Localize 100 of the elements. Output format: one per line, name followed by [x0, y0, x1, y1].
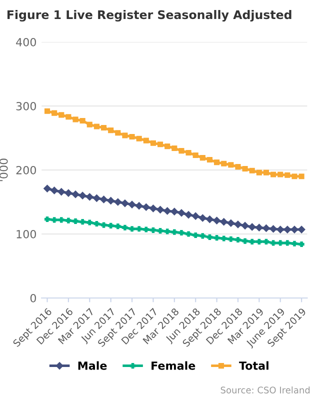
point — [136, 136, 142, 142]
point — [170, 208, 178, 216]
point — [80, 219, 86, 225]
point — [157, 228, 164, 234]
y-tick-label: 300 — [16, 102, 36, 110]
point — [270, 240, 276, 246]
point — [129, 226, 135, 232]
point — [178, 230, 184, 236]
point — [52, 110, 58, 116]
point — [248, 223, 256, 231]
point — [66, 218, 72, 224]
point — [270, 225, 277, 233]
point — [235, 164, 241, 170]
y-tick-label: 400 — [16, 38, 36, 46]
point — [276, 226, 284, 234]
point — [192, 212, 200, 220]
point — [186, 231, 192, 237]
point — [86, 220, 92, 226]
point — [192, 232, 198, 238]
point — [228, 162, 234, 168]
point — [122, 132, 128, 138]
point — [78, 192, 86, 200]
point — [214, 160, 220, 166]
point — [164, 144, 170, 150]
point — [242, 238, 248, 244]
point — [241, 222, 249, 230]
point — [172, 145, 178, 152]
point — [143, 138, 149, 144]
point — [227, 219, 235, 227]
point — [94, 220, 100, 227]
point — [298, 241, 304, 248]
point — [100, 222, 107, 228]
point — [249, 238, 255, 244]
source-note: Source: CSO Ireland — [220, 386, 310, 394]
point — [278, 172, 284, 178]
point — [52, 217, 58, 223]
point — [178, 148, 184, 154]
point — [100, 124, 107, 131]
point — [108, 222, 114, 228]
point — [206, 216, 214, 223]
point — [121, 200, 129, 207]
point — [284, 240, 290, 246]
point — [278, 240, 284, 246]
chart-title: Figure 1 Live Register Seasonally Adjusted — [7, 10, 292, 22]
y-tick-label: 100 — [16, 230, 36, 238]
point — [270, 172, 276, 178]
point — [143, 226, 149, 232]
point — [200, 155, 206, 161]
point — [58, 112, 64, 118]
point — [298, 226, 306, 234]
point — [186, 150, 192, 156]
point — [290, 226, 298, 234]
point — [72, 116, 78, 122]
point — [150, 227, 156, 233]
point — [256, 224, 263, 232]
point — [256, 170, 262, 176]
point — [284, 172, 290, 178]
point — [115, 130, 121, 136]
point — [44, 108, 50, 114]
point — [200, 233, 206, 239]
point — [128, 200, 136, 208]
point — [150, 140, 156, 146]
point — [220, 218, 228, 226]
point — [157, 142, 164, 148]
point — [292, 174, 298, 180]
y-tick-label: 200 — [16, 166, 36, 174]
point — [292, 240, 298, 246]
point — [86, 193, 94, 201]
point — [150, 204, 157, 212]
point — [86, 122, 92, 128]
point — [94, 124, 100, 130]
point — [221, 160, 227, 166]
point — [80, 118, 86, 124]
point — [100, 196, 108, 204]
point — [72, 218, 78, 224]
legend-label: Total — [239, 361, 268, 370]
point — [129, 134, 135, 140]
point — [178, 209, 186, 217]
point — [242, 166, 248, 172]
point — [184, 211, 192, 218]
point — [256, 238, 262, 244]
point — [206, 156, 212, 163]
point — [263, 238, 270, 244]
point — [262, 224, 270, 232]
point — [115, 224, 121, 230]
point — [192, 152, 198, 158]
point — [284, 226, 292, 234]
point — [298, 174, 304, 180]
point — [221, 236, 227, 242]
point — [58, 217, 64, 223]
point — [44, 216, 50, 222]
point — [72, 190, 80, 198]
point — [108, 128, 114, 134]
point — [172, 229, 178, 235]
point — [64, 189, 72, 197]
point — [214, 235, 220, 241]
legend-label: Female — [152, 361, 196, 370]
point — [213, 216, 220, 224]
point — [235, 236, 241, 243]
point — [136, 226, 142, 232]
